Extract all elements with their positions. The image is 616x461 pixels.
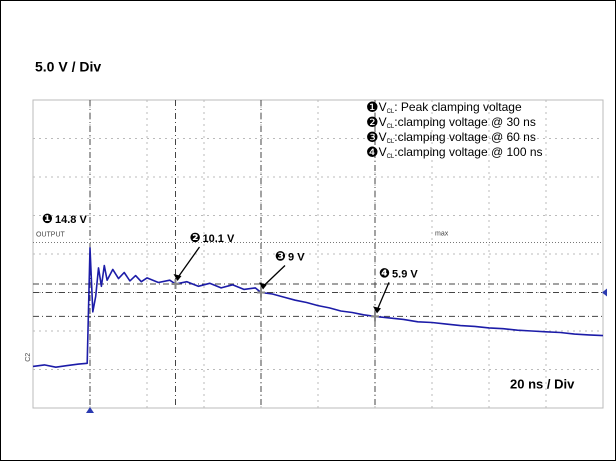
legend-marker: ❹ — [366, 144, 379, 160]
chart-title: 5.0 V / Div — [35, 59, 101, 75]
series-label: OUTPUT — [36, 231, 66, 238]
legend-entry: ❸VCL:clamping voltage @ 60 ns — [366, 129, 536, 145]
annotation-label: 9 V — [288, 251, 305, 263]
arrow-head — [259, 282, 267, 290]
legend-sub: CL — [387, 109, 395, 115]
legend-entry: ❶VCL: Peak clamping voltage — [366, 99, 522, 115]
trace — [32, 247, 604, 368]
legend-text: :clamping voltage @ 60 ns — [394, 130, 536, 144]
cursor-cross — [371, 311, 379, 322]
cursor-cross — [257, 287, 265, 298]
annotation-label: 10.1 V — [203, 233, 235, 245]
legend-entry: ❹VCL:clamping voltage @ 100 ns — [366, 144, 543, 160]
legend-symbol: V — [379, 145, 387, 159]
legend-text: :clamping voltage @ 100 ns — [394, 145, 542, 159]
annotation-arrow — [262, 265, 286, 287]
legend-text: : Peak clamping voltage — [394, 100, 522, 114]
annotation-marker: ❸ — [275, 249, 286, 264]
annotation-marker: ❷ — [190, 230, 201, 245]
annotation-arrow — [376, 282, 390, 311]
legend-marker: ❷ — [366, 114, 379, 130]
x-scale-label: 20 ns / Div — [510, 376, 575, 391]
annotation-label: 5.9 V — [392, 268, 418, 280]
annotation: ❶ 14.8 V — [42, 211, 87, 226]
legend-marker: ❸ — [366, 129, 379, 145]
cursor-cross — [171, 279, 180, 290]
annotation-label: 14.8 V — [55, 214, 87, 226]
legend-sub: CL — [387, 124, 395, 130]
arrow-head — [173, 274, 182, 282]
legend-symbol: V — [379, 115, 387, 129]
max-label: max — [435, 230, 449, 237]
legend-text: :clamping voltage @ 30 ns — [394, 115, 536, 129]
legend-marker: ❶ — [366, 99, 379, 115]
level-marker — [602, 288, 607, 297]
annotation-marker: ❹ — [379, 266, 390, 281]
annotation-arrow — [176, 246, 201, 279]
arrow-head — [373, 306, 381, 314]
legend-entry: ❷VCL:clamping voltage @ 30 ns — [366, 114, 536, 130]
trigger-marker — [86, 407, 94, 413]
legend-symbol: V — [379, 100, 387, 114]
legend-symbol: V — [379, 130, 387, 144]
annotation: ❹ 5.9 V — [379, 266, 418, 281]
annotation-marker: ❶ — [42, 211, 53, 226]
channel-label: C2 — [25, 353, 32, 362]
annotation: ❷ 10.1 V — [190, 230, 235, 245]
legend-sub: CL — [387, 154, 395, 160]
legend-sub: CL — [387, 139, 395, 145]
